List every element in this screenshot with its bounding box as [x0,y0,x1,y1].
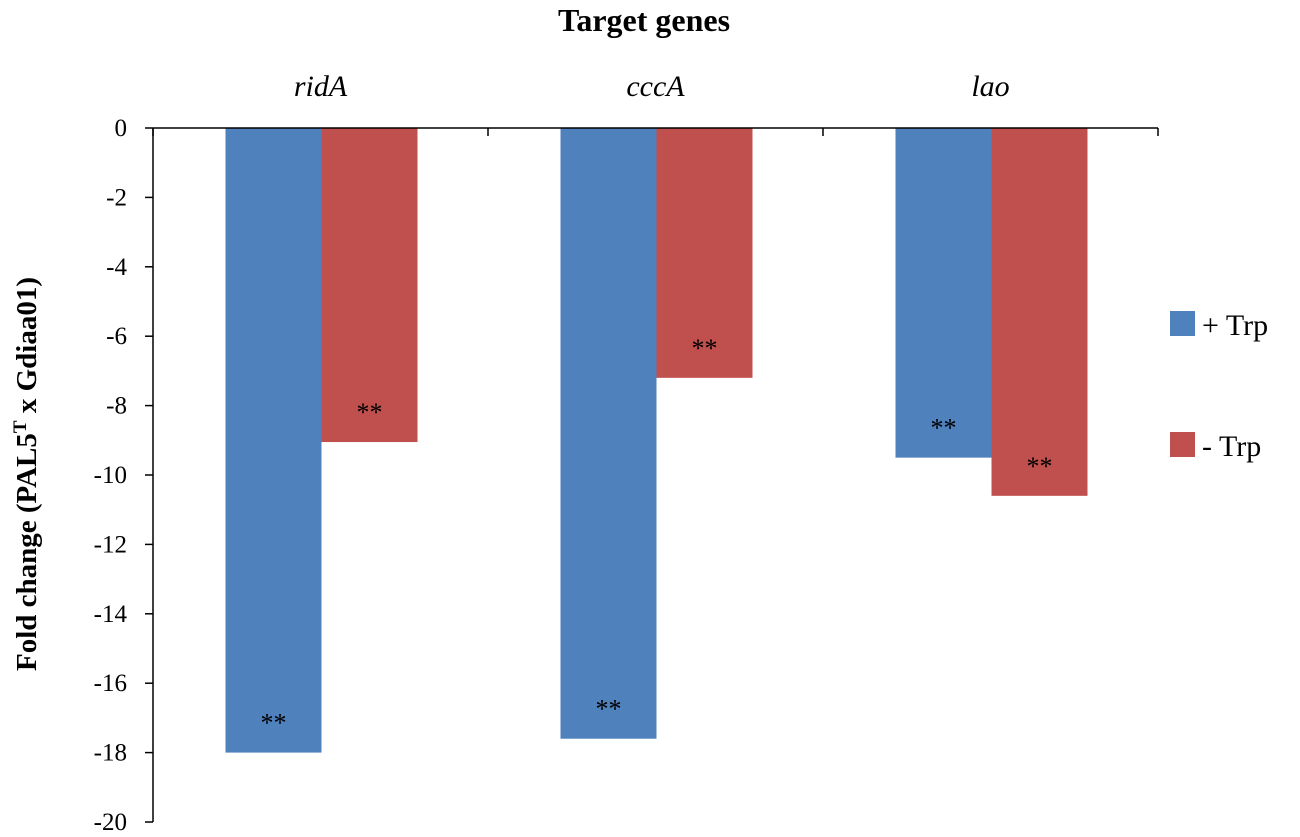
significance-label: ** [692,334,718,363]
bar-lao-series-2 [991,128,1088,496]
y-tick-label: -16 [94,670,127,697]
y-axis-label: Fold change (PAL5T x Gdiaa01) [10,277,43,671]
significance-label: ** [931,414,957,443]
significance-label: ** [357,398,383,427]
y-tick-label: -2 [106,184,127,211]
bar-ridA-series-2 [321,128,418,443]
y-axis-label-main: Fold change (PAL5 [11,433,43,671]
legend-label-1: + Trp [1202,309,1268,342]
bar-cccA-series-2 [656,128,753,378]
y-tick-label: -6 [106,323,127,350]
y-tick-label: -4 [106,254,127,281]
bar-cccA-series-1 [560,128,657,739]
legend-swatch-1 [1170,311,1195,336]
y-tick-label: -8 [106,393,127,420]
significance-label: ** [261,709,287,738]
significance-label: ** [596,695,622,724]
plot-area: 0 -2 -4 -6 -8 -10 -12 -14 -16 -18 -20 ridA cccA lao **… [94,70,1159,836]
legend-swatch-2 [1170,432,1195,457]
category-label-cccA: cccA [626,70,685,103]
category-label-ridA: ridA [294,70,348,103]
category-label-lao: lao [971,70,1009,103]
y-axis-label-superscript: T [10,420,31,433]
legend: + Trp - Trp [1170,309,1268,463]
y-tick-label: 0 [115,115,128,142]
legend-label-2: - Trp [1202,430,1261,463]
y-tick-label: -14 [94,601,128,628]
chart-title: Target genes [558,2,730,38]
y-tick-label: -10 [94,462,127,489]
bar-lao-series-1 [895,128,992,458]
significance-label: ** [1027,452,1053,481]
y-axis-label-tail: x Gdiaa01) [11,277,43,420]
bar-ridA-series-1 [225,128,322,753]
y-tick-label: -18 [94,740,127,767]
y-tick-label: -20 [94,809,127,836]
y-tick-label: -12 [94,531,127,558]
